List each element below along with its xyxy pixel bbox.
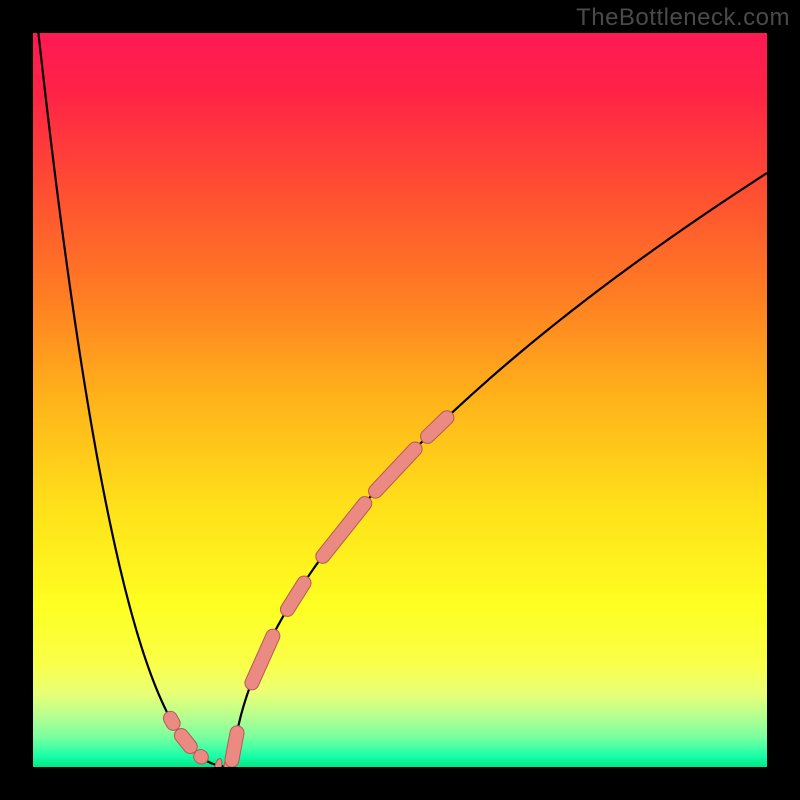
curve-marker [224, 725, 245, 767]
curve-marker [243, 627, 282, 692]
curve-marker [313, 494, 375, 566]
curve-marker [366, 439, 425, 501]
chart-plot-area [33, 33, 767, 767]
curve-marker [214, 758, 223, 767]
curve-marker [418, 408, 457, 446]
curve-line [33, 33, 767, 767]
watermark-text: TheBottleneck.com [576, 4, 790, 32]
curve-marker [278, 573, 314, 619]
bottleneck-curve [33, 33, 767, 767]
